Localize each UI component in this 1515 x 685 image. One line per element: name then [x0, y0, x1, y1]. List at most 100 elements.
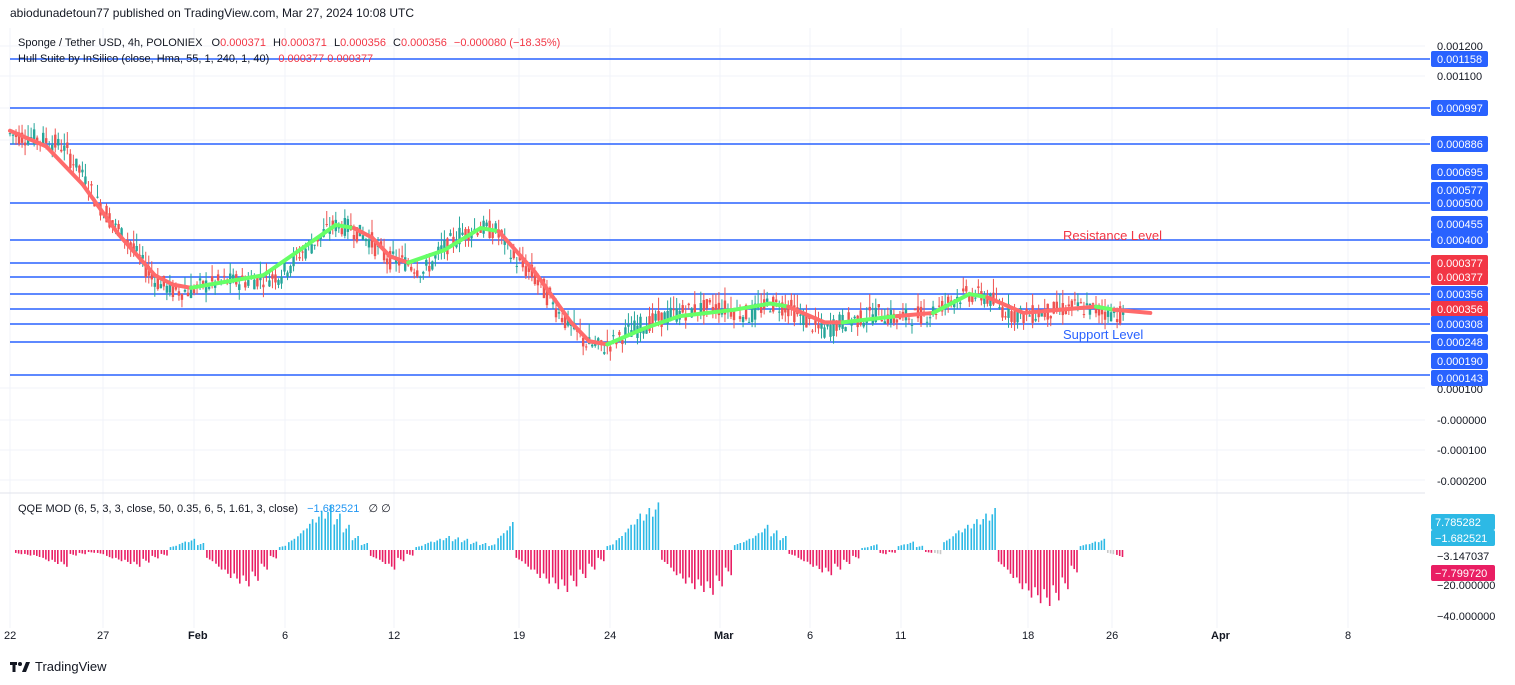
qqe-bar [488, 546, 490, 550]
hull-segment [225, 273, 266, 284]
candle-body [198, 278, 202, 281]
qqe-bar [521, 550, 523, 562]
candle-body [1016, 310, 1019, 323]
qqe-bar [257, 550, 259, 581]
candle-body [672, 309, 675, 311]
candle-body [835, 323, 838, 331]
qqe-bar [354, 538, 357, 550]
candle-body [8, 133, 12, 135]
price-tick-label: -0.000200 [1437, 476, 1487, 488]
qqe-bar [1048, 550, 1051, 606]
qqe-bar [852, 550, 854, 556]
qqe-bar [818, 550, 821, 570]
qqe-bar [260, 550, 263, 564]
qqe-bar [75, 550, 77, 556]
candle-body [11, 134, 15, 136]
candle-body [114, 223, 117, 225]
qqe-bar [491, 545, 493, 550]
candle-body [253, 279, 256, 290]
qqe-bar [24, 550, 26, 554]
candle-body [624, 327, 627, 336]
candle-body [298, 257, 301, 259]
qqe-bar [873, 545, 875, 550]
candle-body [883, 321, 887, 324]
symbol-name[interactable]: Sponge / Tether USD, 4h, POLONIEX [18, 37, 203, 49]
qqe-bar [29, 550, 32, 556]
hull-segment [1057, 304, 1098, 312]
qqe-bar [603, 550, 605, 562]
qqe-bar [1121, 550, 1124, 557]
candle-body [669, 307, 672, 319]
qqe-bar [925, 550, 927, 552]
qqe-bar [648, 508, 651, 550]
qqe-bar [484, 543, 487, 550]
price-axis[interactable]: 0.001200 0.001100 0.000100 -0.000000 -0.0001… [1431, 41, 1488, 488]
qqe-bar [682, 550, 684, 579]
trading-chart[interactable]: 0.001200 0.001100 0.000100 -0.000000 -0.0001… [0, 28, 1515, 658]
qqe-bar [661, 550, 663, 560]
candle-body [657, 311, 660, 321]
candle-body [934, 314, 938, 316]
qqe-bar [900, 545, 903, 550]
qqe-bar [129, 550, 132, 564]
candle-body [247, 280, 250, 286]
candle-body [959, 302, 962, 305]
qqe-bar [845, 550, 848, 562]
qqe-bar [572, 550, 575, 581]
qqe-bar [463, 540, 466, 550]
candle-body [962, 288, 965, 292]
qqe-axis[interactable]: −3.147037 −20.000000 −40.000000 7.785282 −1.… [1431, 514, 1495, 623]
qqe-bar [1085, 544, 1087, 550]
candle-body [1007, 303, 1010, 318]
qqe-bar [967, 524, 969, 550]
candle-body [877, 304, 880, 308]
footer-brand[interactable]: TradingView [10, 659, 107, 674]
time-tick-label: 27 [97, 630, 109, 642]
candle-body [512, 247, 515, 259]
qqe-bar [1118, 550, 1121, 556]
candle-body [907, 318, 911, 320]
hull-segment [116, 232, 157, 278]
candle-body [853, 316, 856, 319]
qqe-bar [882, 550, 884, 554]
level-tag-label: 0.000455 [1437, 219, 1483, 231]
hull-segment [1021, 307, 1062, 315]
candle-body [400, 255, 404, 258]
time-axis[interactable]: 22 27 Feb 6 12 19 24 Mar 6 11 18 26 Apr 8 [4, 630, 1351, 642]
qqe-bar [936, 550, 939, 554]
hull-segment [605, 326, 646, 347]
qqe-bar [761, 532, 763, 550]
qqe-bar [124, 550, 126, 560]
qqe-bar [302, 530, 305, 550]
qqe-bar [311, 519, 314, 550]
qqe-bar [733, 545, 736, 550]
candle-body [388, 251, 392, 270]
legend-symbol[interactable]: Sponge / Tether USD, 4h, POLONIEX O0.000… [18, 37, 560, 49]
legend-hull[interactable]: Hull Suite by InSilico (close, Hma, 55, … [18, 53, 373, 65]
candle-body [1037, 310, 1040, 318]
qqe-bar [663, 550, 666, 562]
candle-body [470, 233, 473, 239]
candle-body [434, 254, 437, 259]
qqe-bar [970, 528, 973, 550]
legend-qqe[interactable]: QQE MOD (6, 5, 3, 3, close, 50, 0.35, 6,… [18, 503, 391, 515]
qqe-bar [906, 544, 909, 550]
level-tag-box [1431, 100, 1488, 116]
candle-body [379, 241, 383, 246]
qqe-bar [151, 550, 154, 556]
hull-suite-line [8, 128, 1153, 347]
candle-body [581, 337, 585, 347]
qqe-bar [743, 542, 745, 550]
qqe-bar [934, 550, 936, 553]
candle-body [817, 324, 820, 329]
candle-body [542, 278, 546, 299]
candle-body [895, 319, 899, 323]
qqe-bar [597, 550, 599, 558]
qqe-bar [400, 550, 402, 560]
candle-body [886, 314, 890, 324]
qqe-bar [284, 545, 287, 550]
qqe-bar [278, 547, 281, 550]
candle-body [931, 306, 935, 315]
qqe-bar [127, 550, 129, 562]
qqe-bar [424, 544, 427, 550]
